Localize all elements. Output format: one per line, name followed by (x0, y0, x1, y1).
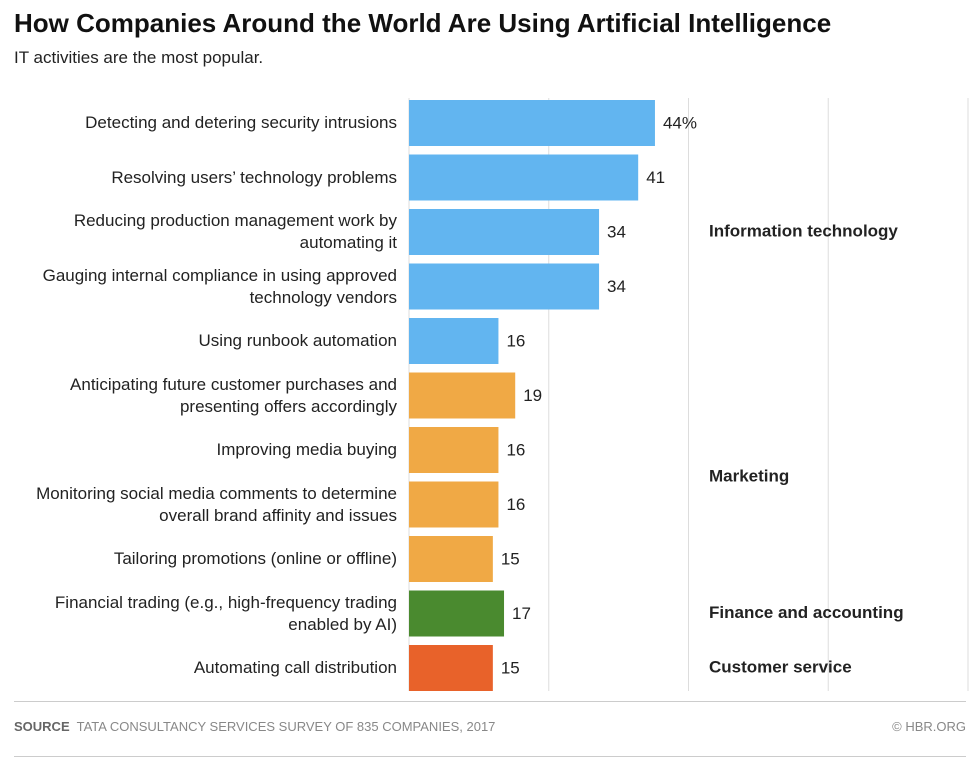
bar (409, 536, 493, 582)
category-label: Anticipating future customer purchases a… (70, 374, 397, 416)
source: SOURCE TATA CONSULTANCY SERVICES SURVEY … (14, 719, 495, 734)
bar (409, 645, 493, 691)
value-label: 19 (523, 386, 542, 405)
value-label: 44% (663, 113, 697, 132)
source-text: TATA CONSULTANCY SERVICES SURVEY OF 835 … (76, 719, 496, 734)
credit: © HBR.ORG (892, 719, 966, 734)
category-label: Monitoring social media comments to dete… (36, 483, 397, 525)
category-label: Automating call distribution (193, 658, 397, 677)
value-label: 16 (506, 440, 525, 459)
bar (409, 427, 499, 473)
chart-title: How Companies Around the World Are Using… (14, 8, 832, 38)
category-label: Detecting and detering security intrusio… (85, 113, 397, 132)
legend-label: Marketing (709, 467, 789, 486)
separator (14, 756, 966, 757)
legend-label: Information technology (709, 221, 898, 240)
bar (409, 209, 600, 255)
chart-subtitle: IT activities are the most popular. (14, 48, 264, 67)
legend-label: Customer service (709, 657, 852, 676)
category-label: Reducing production management work by a… (73, 211, 397, 252)
bar (409, 590, 505, 637)
value-label: 17 (512, 604, 531, 623)
legend-label: Finance and accounting (709, 603, 904, 622)
value-label: 16 (506, 495, 525, 514)
bar (409, 100, 655, 146)
value-label: 15 (501, 549, 520, 568)
bar (409, 263, 600, 310)
bar (409, 318, 499, 364)
value-label: 34 (607, 277, 626, 296)
category-label: Gauging internal compliance in using app… (42, 265, 397, 307)
category-label: Improving media buying (216, 440, 397, 459)
category-label: Tailoring promotions (online or offline) (113, 549, 397, 568)
source-label: SOURCE (14, 719, 70, 734)
category-label: Using runbook automation (198, 331, 397, 350)
bar (409, 154, 639, 201)
value-label: 41 (646, 168, 665, 187)
separator (14, 701, 966, 702)
value-label: 34 (607, 222, 626, 241)
bar (409, 372, 516, 419)
category-label: Resolving users’ technology problems (111, 167, 397, 187)
category-label: Financial trading (e.g., high-frequency … (54, 592, 397, 634)
value-label: 16 (506, 331, 525, 350)
bar (409, 481, 499, 528)
value-label: 15 (501, 658, 520, 677)
